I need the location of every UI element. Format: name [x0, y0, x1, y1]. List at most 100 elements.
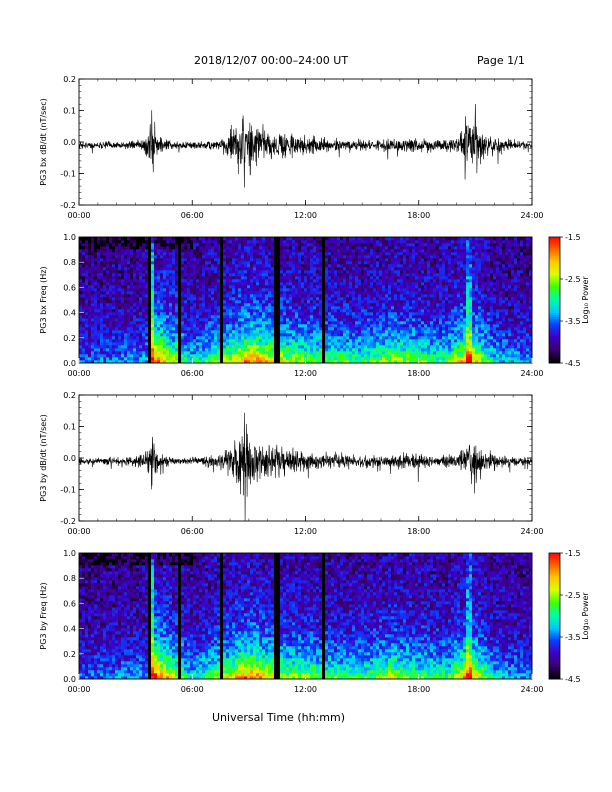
- heatmap-cell: [367, 297, 371, 301]
- heatmap-cell: [226, 291, 230, 295]
- heatmap-cell: [259, 255, 263, 259]
- heatmap-cell: [376, 237, 380, 241]
- heatmap-cell: [418, 348, 422, 352]
- heatmap-cell: [259, 300, 263, 304]
- heatmap-cell: [79, 258, 83, 262]
- heatmap-cell: [115, 237, 119, 241]
- heatmap-cell: [247, 294, 251, 298]
- heatmap-cell: [364, 357, 368, 361]
- heatmap-cell: [184, 303, 188, 307]
- heatmap-cell: [103, 243, 107, 247]
- heatmap-cell: [97, 309, 101, 313]
- heatmap-cell: [325, 339, 329, 343]
- heatmap-cell: [298, 252, 302, 256]
- heatmap-cell: [130, 261, 134, 265]
- heatmap-cell: [229, 273, 233, 277]
- heatmap-cell: [292, 303, 296, 307]
- heatmap-cell: [262, 249, 266, 253]
- heatmap-cell: [178, 261, 182, 265]
- heatmap-cell: [334, 351, 338, 355]
- heatmap-cell: [277, 273, 281, 277]
- heatmap-cell: [352, 327, 356, 331]
- heatmap-cell: [277, 267, 281, 271]
- heatmap-cell: [340, 273, 344, 277]
- heatmap-cell: [106, 327, 110, 331]
- heatmap-cell: [265, 324, 269, 328]
- heatmap-cell: [136, 324, 140, 328]
- heatmap-cell: [175, 309, 179, 313]
- heatmap-cell: [217, 345, 221, 349]
- heatmap-cell: [421, 300, 425, 304]
- heatmap-cell: [253, 348, 257, 352]
- heatmap-cell: [403, 312, 407, 316]
- heatmap-cell: [100, 309, 104, 313]
- heatmap-cell: [343, 339, 347, 343]
- heatmap-cell: [82, 252, 86, 256]
- heatmap-cell: [88, 282, 92, 286]
- heatmap-cell: [127, 303, 131, 307]
- heatmap-cell: [133, 297, 137, 301]
- heatmap-cell: [289, 309, 293, 313]
- heatmap-cell: [310, 255, 314, 259]
- heatmap-cell: [133, 303, 137, 307]
- heatmap-cell: [373, 264, 377, 268]
- heatmap-cell: [394, 249, 398, 253]
- heatmap-cell: [376, 318, 380, 322]
- heatmap-cell: [400, 354, 404, 358]
- heatmap-cell: [115, 333, 119, 337]
- heatmap-cell: [385, 303, 389, 307]
- heatmap-cell: [178, 351, 182, 355]
- heatmap-cell: [349, 315, 353, 319]
- heatmap-cell: [169, 285, 173, 289]
- heatmap-cell: [124, 261, 128, 265]
- heatmap-cell: [166, 285, 170, 289]
- heatmap-cell: [292, 270, 296, 274]
- heatmap-cell: [289, 318, 293, 322]
- heatmap-cell: [349, 318, 353, 322]
- heatmap-cell: [220, 237, 224, 241]
- heatmap-cell: [283, 282, 287, 286]
- heatmap-cell: [142, 306, 146, 310]
- heatmap-cell: [103, 282, 107, 286]
- heatmap-cell: [148, 318, 152, 322]
- heatmap-cell: [85, 330, 89, 334]
- heatmap-cell: [136, 315, 140, 319]
- heatmap-cell: [412, 303, 416, 307]
- heatmap-cell: [82, 291, 86, 295]
- heatmap-cell: [217, 261, 221, 265]
- heatmap-cell: [349, 288, 353, 292]
- heatmap-cell: [394, 354, 398, 358]
- heatmap-cell: [169, 348, 173, 352]
- heatmap-cell: [262, 312, 266, 316]
- heatmap-cell: [352, 303, 356, 307]
- heatmap-cell: [334, 354, 338, 358]
- heatmap-cell: [361, 351, 365, 355]
- heatmap-cell: [214, 288, 218, 292]
- heatmap-cell: [166, 303, 170, 307]
- heatmap-cell: [331, 318, 335, 322]
- heatmap-cell: [400, 258, 404, 262]
- heatmap-cell: [127, 345, 131, 349]
- heatmap-cell: [265, 249, 269, 253]
- heatmap-cell: [403, 303, 407, 307]
- heatmap-cell: [286, 303, 290, 307]
- heatmap-cell: [370, 297, 374, 301]
- heatmap-cell: [226, 312, 230, 316]
- heatmap-cell: [277, 249, 281, 253]
- heatmap-cell: [223, 336, 227, 340]
- heatmap-cell: [289, 306, 293, 310]
- heatmap-cell: [364, 354, 368, 358]
- heatmap-cell: [385, 354, 389, 358]
- heatmap-cell: [286, 330, 290, 334]
- heatmap-cell: [169, 297, 173, 301]
- heatmap-cell: [280, 282, 284, 286]
- heatmap-cell: [124, 348, 128, 352]
- heatmap-cell: [271, 276, 275, 280]
- heatmap-cell: [268, 351, 272, 355]
- heatmap-cell: [418, 321, 422, 325]
- heatmap-cell: [376, 351, 380, 355]
- heatmap-cell: [235, 255, 239, 259]
- heatmap-cell: [175, 282, 179, 286]
- heatmap-cell: [280, 264, 284, 268]
- heatmap-cell: [142, 360, 146, 364]
